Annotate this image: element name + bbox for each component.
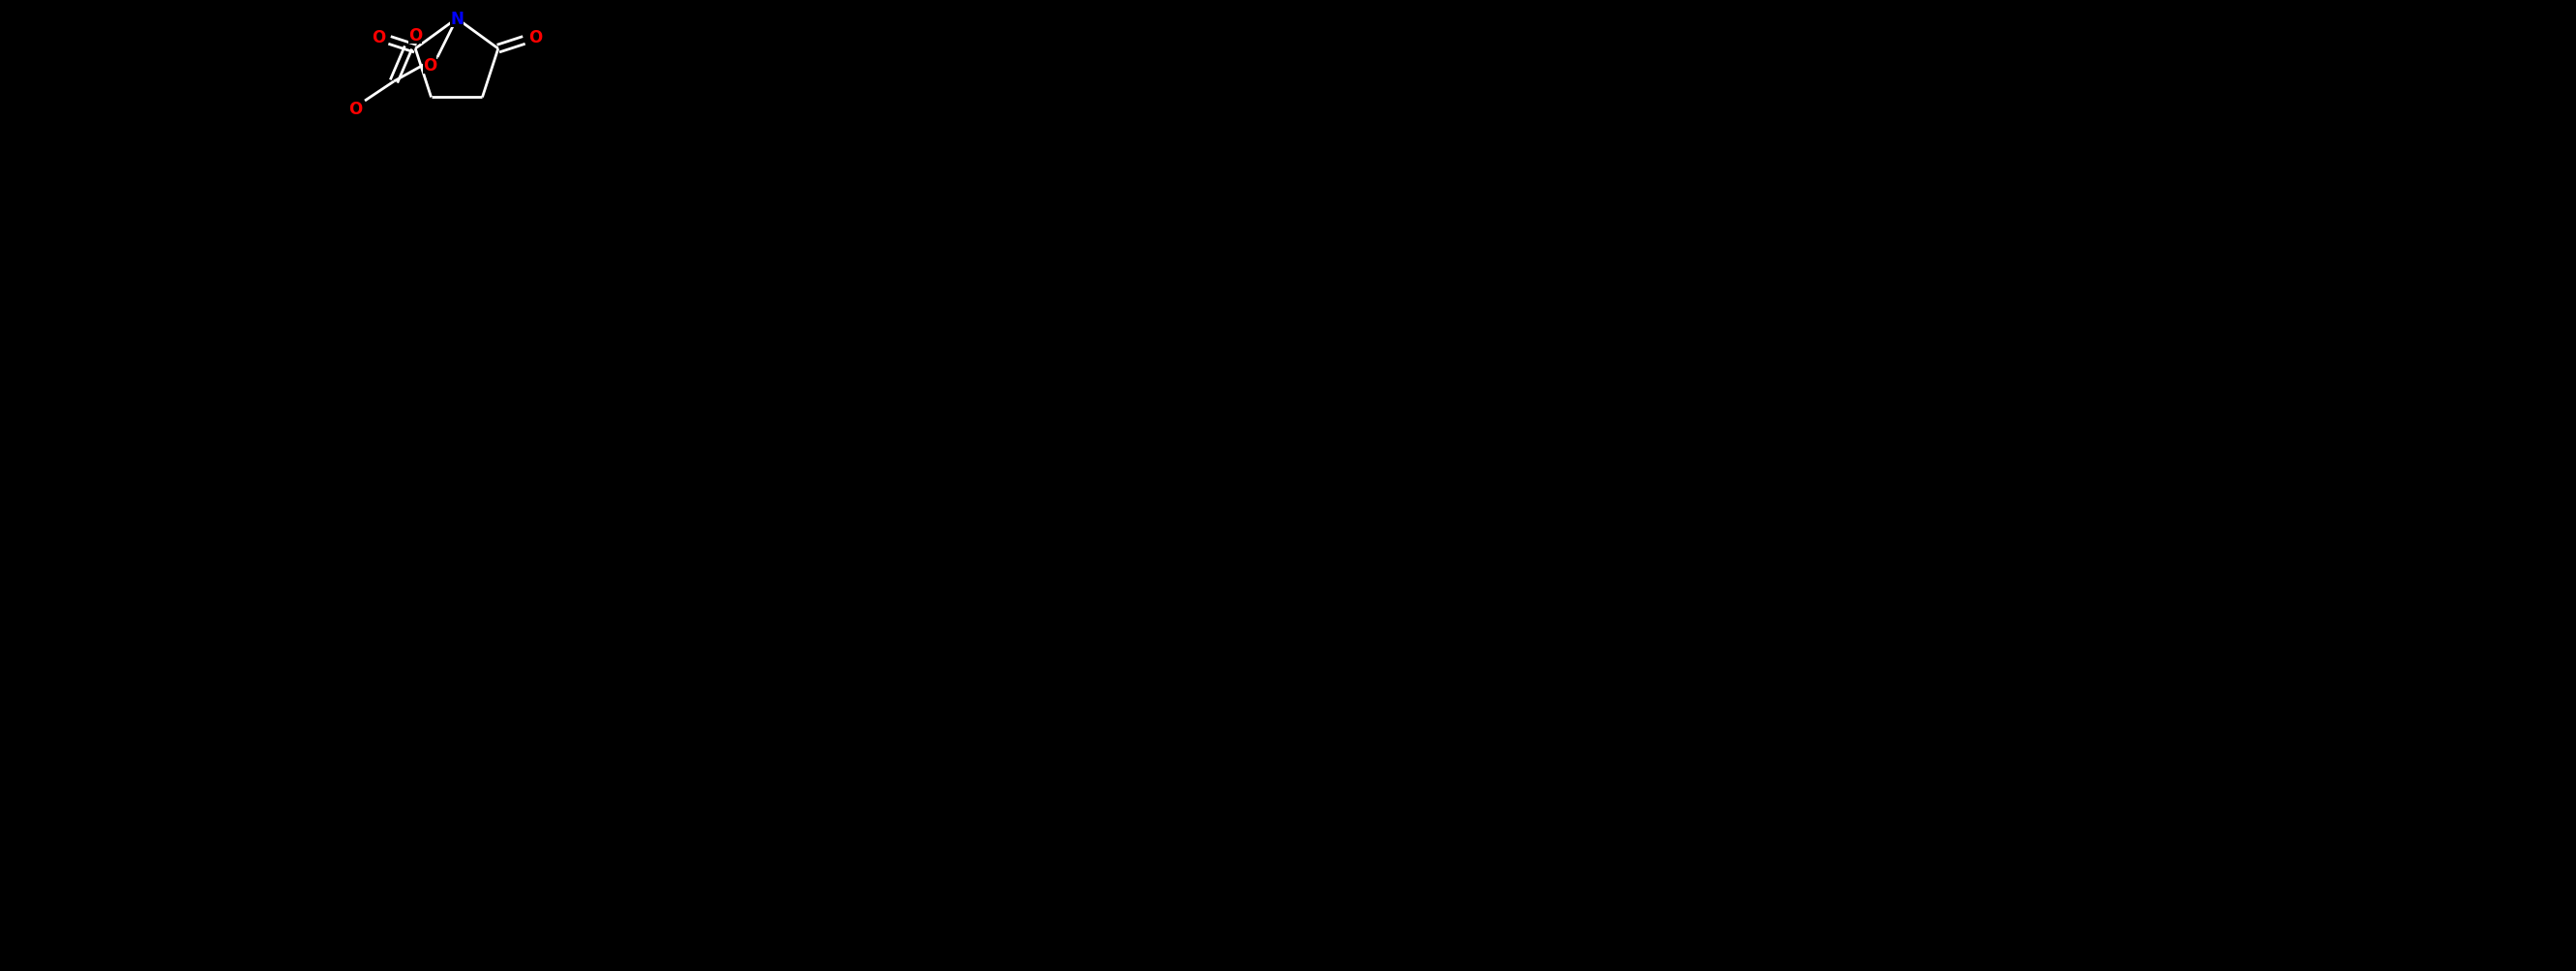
Text: N: N: [451, 11, 464, 28]
Text: O: O: [348, 101, 363, 118]
Text: O: O: [407, 27, 422, 45]
Text: O: O: [528, 29, 541, 47]
Text: O: O: [371, 29, 386, 47]
Text: O: O: [422, 57, 435, 75]
